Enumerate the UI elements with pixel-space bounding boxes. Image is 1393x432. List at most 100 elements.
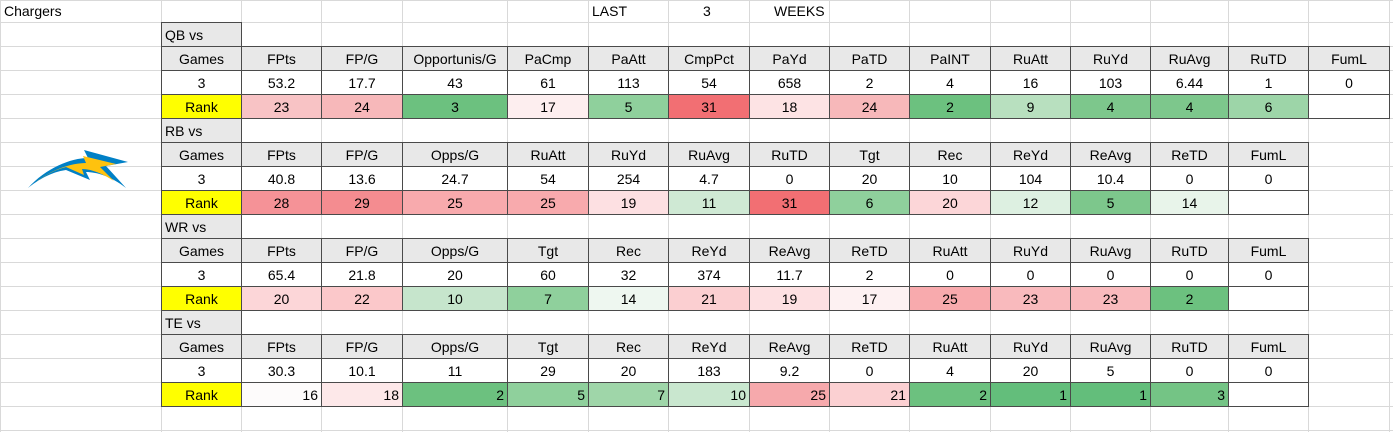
stat-value: 9.2 <box>749 358 830 383</box>
stat-value: 4 <box>909 70 991 95</box>
column-header: Opps/G <box>402 238 508 263</box>
rank-value: 2 <box>909 94 991 119</box>
grid-line <box>321 0 322 432</box>
column-header: FP/G <box>321 238 403 263</box>
column-header: RuAtt <box>507 142 589 167</box>
column-header: PaTD <box>829 46 910 71</box>
rank-value: 17 <box>829 286 910 311</box>
rank-value: 24 <box>321 94 403 119</box>
stat-value: 65.4 <box>241 262 322 287</box>
rank-value: 24 <box>829 94 910 119</box>
stat-value: 10.4 <box>1070 166 1151 191</box>
stat-value: 103 <box>1070 70 1151 95</box>
rank-value: 12 <box>990 190 1071 215</box>
grid-line <box>1228 0 1229 432</box>
column-header: FPts <box>241 46 322 71</box>
stat-value: 374 <box>668 262 750 287</box>
rank-value: 7 <box>588 382 669 407</box>
stat-value: 0 <box>749 166 830 191</box>
weeks-count: 3 <box>703 3 711 19</box>
stat-value: 0 <box>1228 262 1309 287</box>
rank-value: 5 <box>507 382 589 407</box>
stat-value: 30.3 <box>241 358 322 383</box>
column-header: FP/G <box>321 142 403 167</box>
column-header: PaYd <box>749 46 830 71</box>
column-header: RuYd <box>990 334 1071 359</box>
stat-value: 113 <box>588 70 669 95</box>
column-header: Rec <box>909 142 991 167</box>
stat-value: 0 <box>829 358 910 383</box>
grid-line <box>402 0 403 432</box>
rank-value: 20 <box>909 190 991 215</box>
stat-value: 1 <box>1228 70 1309 95</box>
stat-value: 0 <box>1150 262 1229 287</box>
empty-cell <box>1308 94 1390 119</box>
rank-value: 6 <box>829 190 910 215</box>
column-header: RuYd <box>990 238 1071 263</box>
empty-cell <box>1228 190 1309 215</box>
rank-value: 14 <box>1150 190 1229 215</box>
stat-value: 0 <box>1228 358 1309 383</box>
column-header: Tgt <box>507 238 589 263</box>
stat-value: 20 <box>990 358 1071 383</box>
column-header: FP/G <box>321 334 403 359</box>
grid-line <box>668 0 669 432</box>
grid-line <box>0 430 1393 431</box>
column-header: Games <box>161 142 242 167</box>
rank-value: 16 <box>241 382 322 407</box>
column-header: FP/G <box>321 46 403 71</box>
column-header: PaAtt <box>588 46 669 71</box>
stat-value: 53.2 <box>241 70 322 95</box>
column-header: RuAvg <box>668 142 750 167</box>
rank-value: 21 <box>829 382 910 407</box>
stat-value: 11.7 <box>749 262 830 287</box>
column-header: FPts <box>241 238 322 263</box>
column-header: FumL <box>1308 46 1390 71</box>
rank-value: 3 <box>1150 382 1229 407</box>
stat-value: 0 <box>1228 166 1309 191</box>
column-header: Opps/G <box>402 334 508 359</box>
stat-value: 658 <box>749 70 830 95</box>
column-header: RuAtt <box>909 334 991 359</box>
stat-value: 6.44 <box>1150 70 1229 95</box>
rank-value: 2 <box>909 382 991 407</box>
rank-value: 1 <box>990 382 1071 407</box>
column-header: ReAvg <box>749 238 830 263</box>
stat-value: 0 <box>1150 358 1229 383</box>
rank-value: 5 <box>588 94 669 119</box>
rank-value: 22 <box>321 286 403 311</box>
stat-value: 24.7 <box>402 166 508 191</box>
rank-value: 21 <box>668 286 750 311</box>
rank-label: Rank <box>161 286 242 311</box>
section-label: WR vs <box>161 214 242 239</box>
stat-value: 13.6 <box>321 166 403 191</box>
grid-line <box>749 0 750 432</box>
stat-value: 54 <box>507 166 589 191</box>
column-header: ReYd <box>668 238 750 263</box>
grid-line <box>0 0 1393 1</box>
rank-label: Rank <box>161 382 242 407</box>
column-header: Games <box>161 238 242 263</box>
grid-line <box>990 0 991 432</box>
grid-line <box>1308 0 1309 432</box>
rank-value: 10 <box>668 382 750 407</box>
grid-line <box>829 0 830 432</box>
stat-value: 0 <box>1070 262 1151 287</box>
column-header: Rec <box>588 238 669 263</box>
stat-value: 54 <box>668 70 750 95</box>
rank-value: 2 <box>402 382 508 407</box>
stat-value: 183 <box>668 358 750 383</box>
stat-value: 3 <box>161 166 242 191</box>
stat-value: 60 <box>507 262 589 287</box>
column-header: PaCmp <box>507 46 589 71</box>
rank-value: 9 <box>990 94 1071 119</box>
stat-value: 10.1 <box>321 358 403 383</box>
rank-value: 25 <box>909 286 991 311</box>
stat-value: 20 <box>829 166 910 191</box>
column-header: ReTD <box>829 334 910 359</box>
grid-line <box>1070 0 1071 432</box>
stat-value: 32 <box>588 262 669 287</box>
stat-value: 3 <box>161 262 242 287</box>
column-header: RuAvg <box>1070 334 1151 359</box>
